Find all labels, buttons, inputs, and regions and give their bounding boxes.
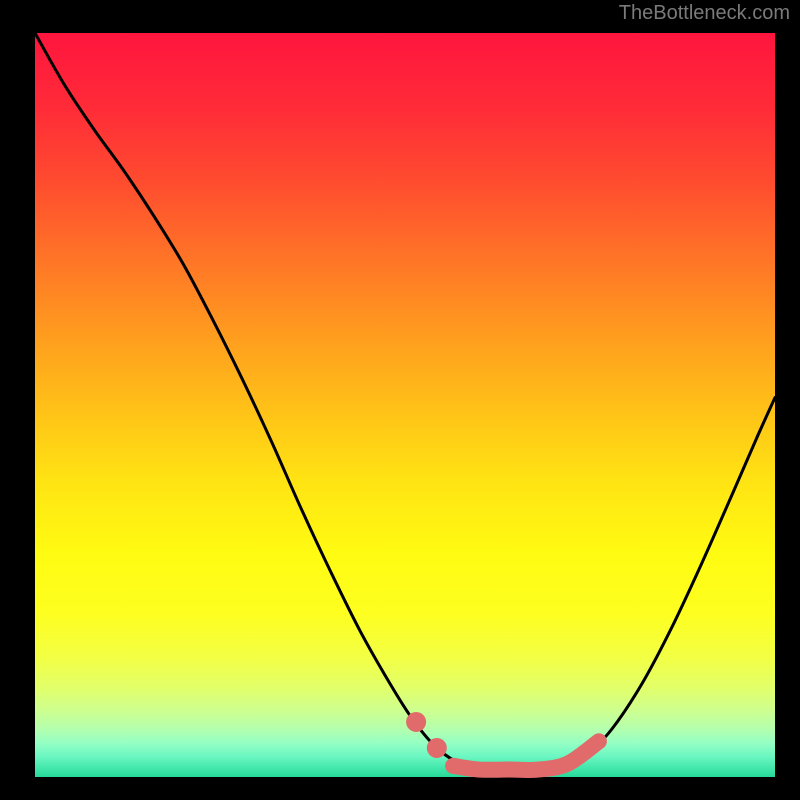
chart-svg (0, 0, 800, 800)
chart-frame: TheBottleneck.com (0, 0, 800, 800)
highlight-dot (427, 738, 447, 758)
highlight-segment (453, 741, 599, 770)
highlight-dot (406, 712, 426, 732)
watermark-text: TheBottleneck.com (619, 2, 790, 25)
bottleneck-curve (35, 33, 775, 770)
